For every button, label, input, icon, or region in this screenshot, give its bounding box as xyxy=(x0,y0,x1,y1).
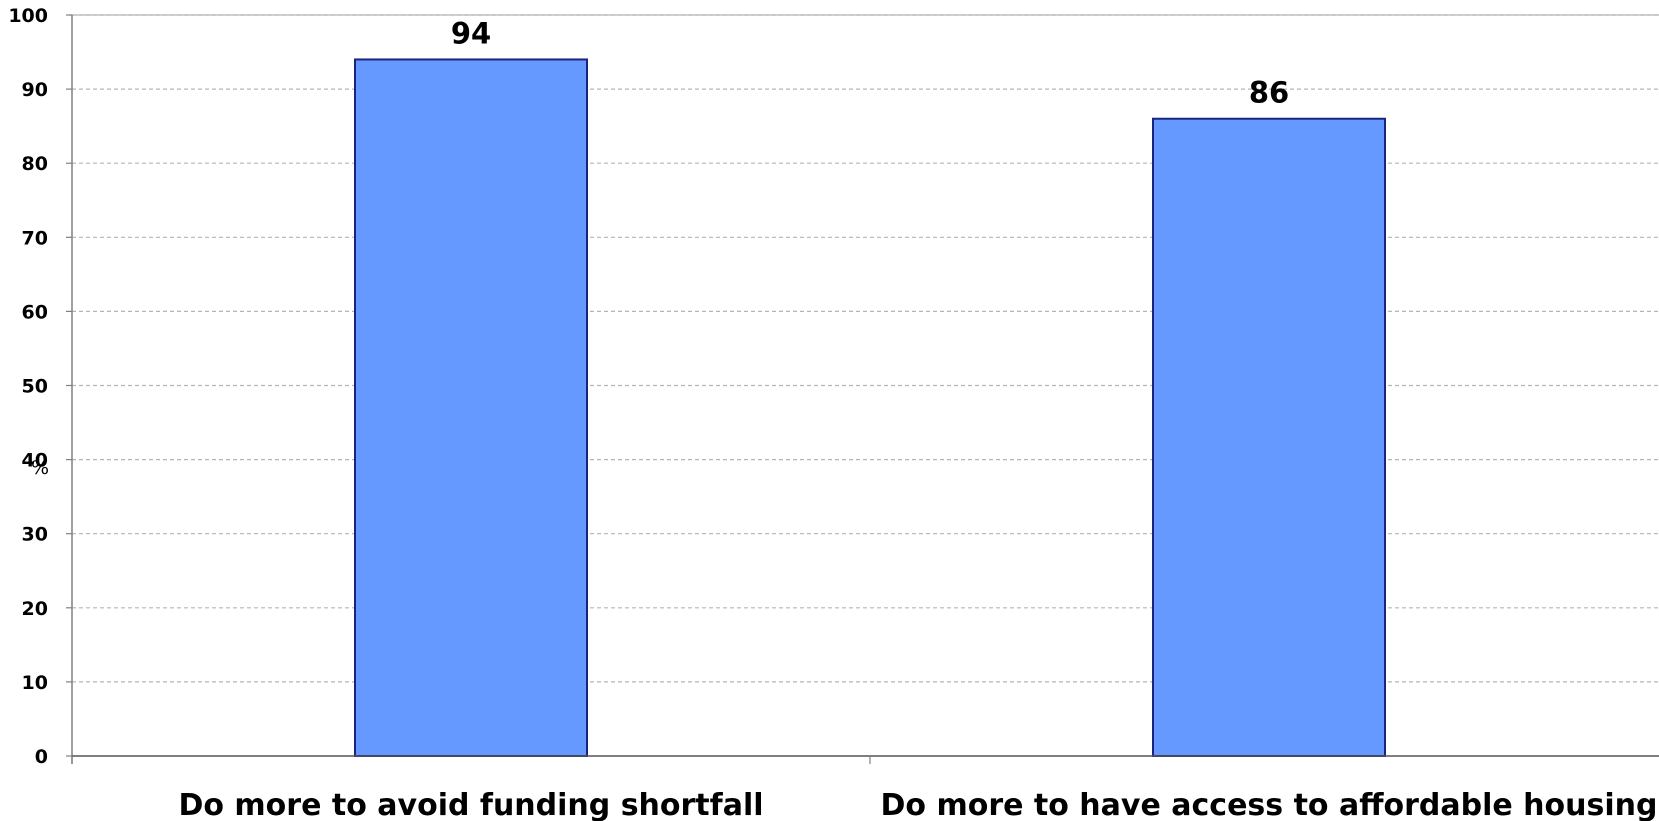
axes xyxy=(66,14,1659,764)
bar-1 xyxy=(354,58,588,757)
y-tick-label: 0 xyxy=(35,746,48,768)
y-tick-label: 100 xyxy=(8,5,48,27)
data-label-1: 94 xyxy=(451,16,491,50)
y-tick-label: 20 xyxy=(22,598,48,620)
y-axis-label: % xyxy=(31,457,49,479)
y-tick-label: 30 xyxy=(22,524,48,546)
y-tick-label: 90 xyxy=(22,79,48,101)
bar-2 xyxy=(1152,117,1386,758)
category-label-2: Do more to have access to affordable hou… xyxy=(881,788,1658,821)
y-tick-label: 10 xyxy=(22,672,48,694)
data-label-2: 86 xyxy=(1249,76,1289,110)
y-tick-label: 70 xyxy=(22,227,48,249)
category-label-1: Do more to avoid funding shortfall xyxy=(178,788,763,821)
grid-lines xyxy=(70,14,1659,683)
y-tick-label: 80 xyxy=(22,153,48,175)
y-tick-label: 60 xyxy=(22,301,48,323)
y-tick-label: 40 xyxy=(22,450,48,472)
y-tick-label: 50 xyxy=(22,376,48,398)
labels: 0 10 20 30 40 50 60 70 80 90 100% 94 Do more to avoi… xyxy=(8,5,1657,821)
bars xyxy=(354,58,1386,758)
